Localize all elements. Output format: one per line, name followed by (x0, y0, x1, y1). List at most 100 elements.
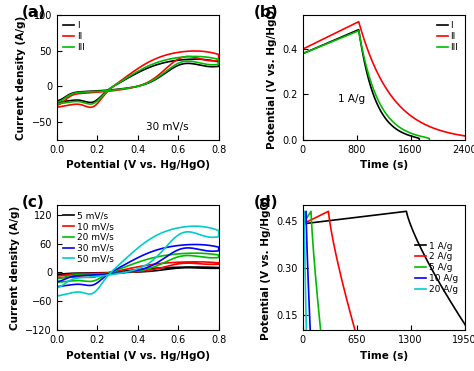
X-axis label: Potential (V vs. Hg/HgO): Potential (V vs. Hg/HgO) (66, 160, 210, 170)
I (87, 89, 93, 93)
5 mV/s (119, 269, 125, 273)
20 A/g (303, 328, 309, 332)
20 A/g (301, 212, 307, 216)
1 A/g (380, 212, 386, 216)
5 A/g (300, 222, 306, 226)
10 A/g (307, 328, 313, 332)
5 mV/s (155, 266, 161, 270)
50 mV/s (192, 224, 198, 229)
20 A/g (300, 328, 306, 332)
III (333, 38, 339, 42)
5 A/g (300, 328, 306, 332)
Legend: 5 mV/s, 10 mV/s, 20 mV/s, 30 mV/s, 50 mV/s: 5 mV/s, 10 mV/s, 20 mV/s, 30 mV/s, 50 mV… (62, 210, 116, 265)
20 A/g (301, 214, 307, 219)
50 mV/s (185, 230, 191, 234)
5 mV/s (54, 273, 60, 278)
20 mV/s (54, 276, 60, 281)
X-axis label: Time (s): Time (s) (360, 351, 408, 361)
III (54, 100, 60, 104)
III (87, 90, 93, 94)
III (192, 54, 198, 59)
20 A/g (300, 222, 306, 226)
Y-axis label: Current density (A/g): Current density (A/g) (16, 15, 26, 139)
2 A/g (311, 216, 317, 221)
Legend: 1 A/g, 2 A/g, 5 A/g, 10 A/g, 20 A/g: 1 A/g, 2 A/g, 5 A/g, 10 A/g, 20 A/g (414, 240, 460, 296)
III (313, 46, 319, 51)
20 mV/s (155, 255, 161, 259)
I (155, 62, 161, 66)
5 A/g (308, 209, 314, 214)
30 mV/s (119, 264, 125, 268)
Line: 20 A/g: 20 A/g (303, 211, 306, 330)
II (125, 73, 131, 78)
II (396, 103, 402, 108)
10 mV/s (155, 262, 161, 266)
I (54, 100, 60, 105)
5 A/g (303, 216, 309, 221)
2 A/g (300, 222, 306, 226)
10 A/g (304, 249, 310, 253)
20 A/g (302, 249, 308, 253)
1 A/g (419, 249, 425, 253)
10 mV/s (54, 274, 60, 278)
10 mV/s (185, 261, 191, 265)
1 A/g (364, 214, 369, 219)
Line: 10 mV/s: 10 mV/s (57, 262, 219, 278)
X-axis label: Potential (V vs. Hg/HgO): Potential (V vs. Hg/HgO) (66, 351, 210, 361)
5 A/g (318, 328, 323, 332)
I (119, 79, 125, 83)
I (379, 111, 385, 116)
I (87, 100, 93, 105)
1 A/g (418, 245, 423, 249)
1 A/g (403, 209, 409, 214)
20 mV/s (185, 253, 191, 258)
Line: III: III (57, 56, 219, 104)
50 mV/s (125, 255, 131, 259)
III (300, 52, 306, 56)
II (333, 30, 339, 35)
I (313, 46, 319, 50)
II (326, 34, 332, 39)
30 mV/s (197, 247, 202, 252)
20 mV/s (119, 266, 125, 270)
II (403, 109, 409, 114)
Text: (b): (b) (254, 5, 279, 20)
X-axis label: Time (s): Time (s) (360, 160, 408, 170)
I (54, 98, 60, 103)
Text: (c): (c) (21, 195, 44, 210)
III (197, 61, 202, 65)
30 mV/s (54, 279, 60, 284)
II (197, 56, 202, 61)
Legend: I, II, III: I, II, III (62, 19, 86, 53)
30 mV/s (155, 247, 161, 252)
5 mV/s (87, 271, 93, 275)
10 mV/s (87, 271, 93, 276)
III (427, 138, 432, 142)
Y-axis label: Potential (V vs. Hg/HgO): Potential (V vs. Hg/HgO) (261, 196, 271, 339)
Text: (a): (a) (21, 5, 46, 20)
30 mV/s (54, 285, 60, 289)
III (356, 29, 362, 33)
50 mV/s (87, 275, 93, 279)
50 mV/s (119, 260, 125, 264)
II (356, 19, 362, 24)
5 A/g (306, 212, 312, 216)
5 mV/s (54, 272, 60, 276)
1 A/g (300, 222, 306, 226)
I (192, 57, 198, 61)
III (155, 60, 161, 65)
20 mV/s (125, 264, 131, 268)
Line: 10 A/g: 10 A/g (303, 211, 310, 330)
50 mV/s (197, 232, 202, 237)
I (356, 27, 362, 32)
20 mV/s (192, 251, 198, 255)
5 mV/s (125, 268, 131, 273)
Text: (d): (d) (254, 195, 279, 210)
III (119, 79, 125, 83)
II (54, 103, 60, 107)
50 mV/s (54, 294, 60, 298)
10 A/g (300, 222, 306, 226)
10 A/g (303, 209, 309, 214)
Text: 30 mV/s: 30 mV/s (146, 122, 189, 132)
20 mV/s (197, 255, 202, 259)
